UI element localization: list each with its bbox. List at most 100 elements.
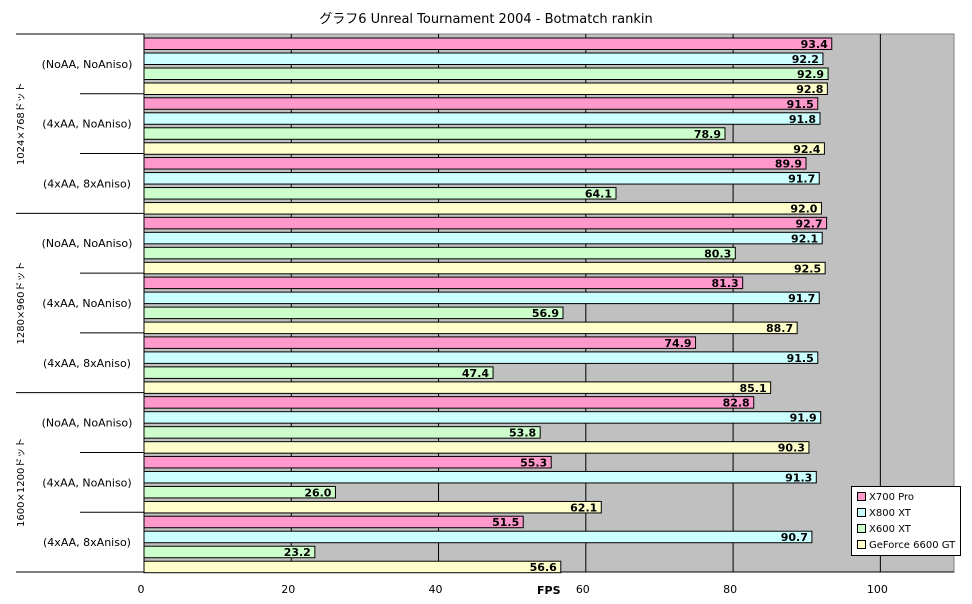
bar <box>143 112 821 125</box>
bar <box>143 187 617 200</box>
category-label: (NoAA, NoAniso) <box>42 58 133 71</box>
bar <box>143 426 541 439</box>
bar <box>143 411 822 424</box>
bar <box>143 37 833 50</box>
x-axis-label: FPS <box>537 584 561 597</box>
data-label: 55.3 <box>520 456 547 469</box>
bar <box>143 441 810 454</box>
data-label: 26.0 <box>304 486 331 499</box>
bar <box>143 470 817 484</box>
data-label: 91.5 <box>787 98 814 111</box>
data-label: 51.5 <box>492 516 519 529</box>
bar <box>143 291 820 305</box>
data-label: 92.2 <box>792 53 819 66</box>
category-label: (4xAA, NoAniso) <box>42 297 131 310</box>
bar <box>143 202 822 215</box>
bar <box>143 306 564 320</box>
data-label: 56.9 <box>532 307 559 320</box>
data-label: 91.7 <box>788 173 815 186</box>
category-label: (4xAA, 8xAniso) <box>43 536 131 549</box>
legend-item: X800 XT <box>857 506 960 522</box>
legend-swatch <box>857 491 866 501</box>
bar <box>143 142 825 155</box>
bar <box>143 381 772 394</box>
bar <box>143 127 726 140</box>
bar <box>143 455 552 469</box>
legend-swatch <box>857 523 866 533</box>
bar <box>143 216 828 230</box>
bar <box>143 172 820 185</box>
data-label: 78.9 <box>694 128 721 141</box>
group-label: 1280×960ドット <box>16 262 27 345</box>
legend-label: X600 XT <box>869 524 911 535</box>
category-label: (NoAA, NoAniso) <box>42 237 133 250</box>
bar <box>143 231 823 245</box>
x-tick-label: 80 <box>723 583 737 596</box>
data-label: 92.8 <box>796 83 823 96</box>
data-label: 88.7 <box>766 322 793 335</box>
bar <box>143 545 316 559</box>
category-label: (4xAA, 8xAniso) <box>43 357 131 370</box>
data-label: 85.1 <box>740 382 767 395</box>
data-label: 89.9 <box>775 158 802 171</box>
bar <box>143 276 744 290</box>
bar <box>143 97 819 110</box>
bar <box>143 396 755 409</box>
data-label: 23.2 <box>284 546 311 559</box>
bar <box>143 261 826 275</box>
data-label: 92.7 <box>795 217 822 230</box>
data-label: 62.1 <box>570 501 597 514</box>
legend-label: X800 XT <box>869 508 911 519</box>
data-label: 74.9 <box>664 337 691 350</box>
data-label: 90.7 <box>781 531 808 544</box>
x-tick-label: 60 <box>576 583 590 596</box>
data-label: 91.7 <box>788 292 815 305</box>
group-label: 1024×768ドット <box>16 82 27 165</box>
data-label: 81.3 <box>712 277 739 290</box>
data-label: 56.6 <box>530 561 557 574</box>
bar <box>143 515 524 529</box>
chart-title: グラフ6 Unreal Tournament 2004 - Botmatch r… <box>319 12 653 27</box>
bar <box>143 336 697 349</box>
data-label: 92.5 <box>794 262 821 275</box>
legend-item: GeForce 6600 GT <box>857 538 960 554</box>
data-label: 90.3 <box>778 442 805 455</box>
legend-label: GeForce 6600 GT <box>869 540 956 551</box>
data-label: 92.4 <box>793 143 820 156</box>
category-label: (4xAA, NoAniso) <box>42 476 131 489</box>
legend: X700 Pro X800 XT X600 XT GeForce 6600 GT <box>851 486 961 556</box>
data-label: 91.8 <box>789 113 816 126</box>
data-label: 64.1 <box>585 188 612 201</box>
bar <box>143 560 562 574</box>
bar <box>143 530 813 544</box>
data-label: 91.9 <box>790 412 817 425</box>
group-label: 1600×1200ドット <box>16 438 27 527</box>
category-label: (NoAA, NoAniso) <box>42 417 133 430</box>
bar <box>143 82 828 95</box>
data-label: 92.1 <box>791 232 818 245</box>
data-label: 93.4 <box>801 38 828 51</box>
bar <box>143 246 736 260</box>
x-tick-label: 0 <box>138 583 145 596</box>
bar <box>143 52 824 65</box>
bar <box>143 321 798 335</box>
data-label: 80.3 <box>704 247 731 260</box>
data-label: 92.9 <box>797 68 824 81</box>
category-label: (4xAA, 8xAniso) <box>43 177 131 190</box>
bar <box>143 366 494 379</box>
data-label: 92.0 <box>790 203 817 216</box>
data-label: 47.4 <box>462 367 489 380</box>
bar <box>143 485 336 499</box>
bar <box>143 351 819 364</box>
legend-swatch <box>857 507 866 517</box>
x-tick-label: 100 <box>867 583 888 596</box>
data-label: 91.3 <box>785 471 812 484</box>
data-label: 82.8 <box>723 397 750 410</box>
legend-item: X700 Pro <box>857 490 960 506</box>
bar <box>143 500 602 514</box>
bar <box>143 67 829 80</box>
bar <box>143 157 807 170</box>
legend-label: X700 Pro <box>869 492 914 503</box>
legend-item: X600 XT <box>857 522 960 538</box>
